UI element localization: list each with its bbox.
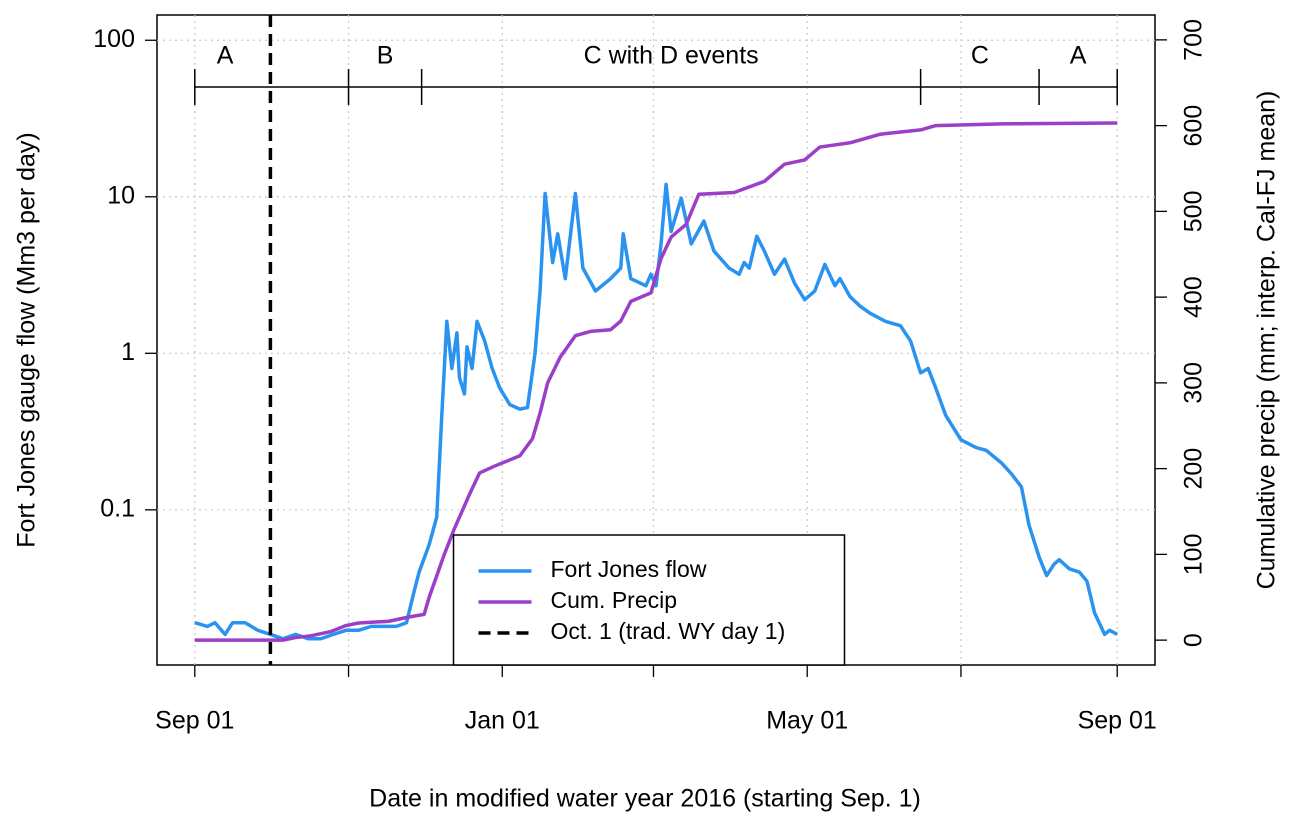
legend-label: Cum. Precip [551,587,678,613]
y-tick-label: 10 [107,181,135,209]
period-label: B [377,42,394,70]
x-axis-title: Date in modified water year 2016 (starti… [369,785,921,813]
period-label: A [1070,42,1087,70]
legend-label: Oct. 1 (trad. WY day 1) [551,618,786,644]
y-tick-label: 100 [93,25,135,53]
y-axis-title: Fort Jones gauge flow (Mm3 per day) [13,132,41,547]
series-line [194,121,1118,642]
y2-tick-label: 300 [1180,362,1208,404]
period-label: A [217,42,234,70]
y2-tick-label: 500 [1180,191,1208,233]
y2-tick-label: 600 [1180,105,1208,147]
x-tick-label: Sep 01 [155,707,234,735]
y-tick-label: 0.1 [100,494,135,522]
y2-tick-label: 0 [1180,633,1208,647]
period-label: C [971,42,989,70]
y-tick-label: 1 [121,338,135,366]
y2-tick-label: 400 [1180,276,1208,318]
x-tick-label: Sep 01 [1078,707,1157,735]
y2-axis-title: Cumulative precip (mm; interp. Cal-FJ me… [1253,91,1281,590]
period-label: C with D events [584,42,759,70]
series-line [194,182,1119,641]
x-tick-label: Jan 01 [465,707,540,735]
y2-tick-label: 700 [1180,19,1208,61]
y2-tick-label: 100 [1180,534,1208,576]
y2-tick-label: 200 [1180,448,1208,490]
x-tick-label: May 01 [766,707,848,735]
legend-label: Fort Jones flow [551,556,707,582]
legend-frame [452,534,846,666]
